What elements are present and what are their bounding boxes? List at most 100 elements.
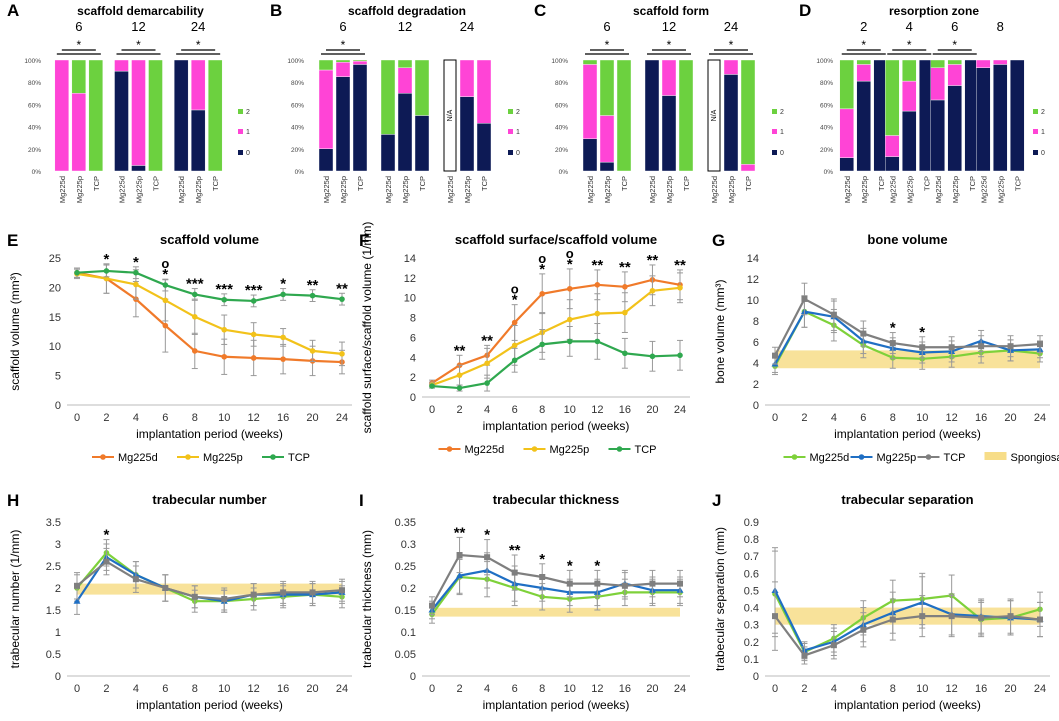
- significance-star: *: [919, 324, 925, 341]
- legend-swatch-0: [238, 150, 243, 155]
- significance-star: **: [591, 257, 603, 274]
- ytick-label: 20%: [291, 147, 304, 154]
- sig-star: *: [76, 38, 81, 52]
- group-label: 2: [860, 19, 867, 34]
- xtick-label: 12: [248, 412, 260, 424]
- bar-segment-2: [71, 59, 87, 94]
- xtick-label: 2: [801, 683, 807, 695]
- legend-label-Mg225d: Mg225d: [118, 452, 158, 464]
- xtick-label: 16: [619, 683, 631, 695]
- point-TCP: [339, 296, 345, 302]
- point-TCP: [1007, 613, 1014, 620]
- x-axis-title: implantation period (weeks): [136, 698, 283, 712]
- bar-segment-0: [856, 80, 871, 172]
- category-label: TCP: [152, 176, 161, 191]
- xtick-label: 4: [484, 683, 490, 695]
- xtick-label: 0: [772, 683, 778, 695]
- significance-star: *: [539, 551, 545, 568]
- x-axis-title: implantation period (weeks): [136, 427, 283, 441]
- panel-letter-D: D: [799, 1, 811, 20]
- panel-letter-E: E: [7, 231, 18, 250]
- ytick-label: 0: [55, 671, 61, 683]
- category-label: Mg225d: [586, 176, 595, 203]
- group-label: 24: [460, 19, 474, 34]
- point-Mg225d: [250, 355, 257, 361]
- ytick-label: 10: [747, 295, 759, 307]
- bar-segment-0: [459, 96, 475, 172]
- point-Mg225d: [539, 290, 546, 297]
- bar-segment-0: [414, 115, 430, 172]
- point-TCP: [830, 311, 837, 318]
- category-label: Mg225d: [322, 176, 331, 203]
- spongiosa-band: [775, 607, 1040, 625]
- panel-letter-I: I: [359, 491, 364, 510]
- point-Mg225p: [162, 297, 169, 304]
- point-TCP: [889, 340, 896, 347]
- bar-segment-2: [582, 59, 598, 65]
- bar-segment-1: [839, 108, 854, 158]
- point-Mg225d: [162, 322, 169, 329]
- xtick-label: 6: [860, 683, 866, 695]
- bar-segment-0: [582, 138, 598, 172]
- series-line-TCP: [76, 560, 343, 601]
- point-TCP: [801, 295, 808, 302]
- point-Mg225p: [309, 348, 316, 354]
- point-TCP: [919, 613, 926, 620]
- xtick-label: 24: [336, 412, 348, 424]
- series-line-Mg225d: [774, 310, 1041, 367]
- significance-star: ***: [215, 281, 233, 298]
- bar-segment-2: [902, 59, 917, 82]
- series-line-TCP: [431, 553, 680, 607]
- series-line-Mg225d: [431, 278, 681, 385]
- bar-segment-2: [148, 59, 163, 172]
- series-line-Mg225d: [431, 575, 680, 616]
- significance-mark: o: [566, 246, 574, 261]
- ytick-label: 2.5: [46, 561, 61, 573]
- group-label: 24: [724, 19, 738, 34]
- xtick-label: 20: [306, 412, 318, 424]
- legend-label-0: 0: [246, 150, 250, 157]
- legend-label-1: 1: [246, 129, 250, 136]
- significance-star: ***: [186, 276, 204, 293]
- point-TCP: [978, 614, 985, 621]
- ytick-label: 3.5: [46, 517, 61, 529]
- ytick-label: 0.2: [401, 583, 416, 595]
- point-TCP: [429, 602, 435, 609]
- significance-mark: o: [511, 282, 519, 297]
- bar-segment-1: [723, 59, 739, 75]
- point-Mg225d: [511, 319, 518, 326]
- ytick-label: 12: [747, 274, 759, 286]
- point-Mg225p: [622, 309, 628, 316]
- sig-star: *: [667, 38, 672, 52]
- significance-star: *: [567, 256, 573, 273]
- y-axis-title: bone volume (mm³): [713, 279, 727, 383]
- series-line-Mg225p: [76, 555, 343, 603]
- bar-segment-2: [380, 59, 396, 135]
- ytick-label: 6: [753, 337, 759, 349]
- ytick-label: 2: [410, 372, 416, 384]
- group-label: 6: [339, 19, 346, 34]
- xtick-label: 20: [646, 683, 658, 695]
- legend-marker-TCP: [616, 446, 623, 452]
- point-TCP: [801, 652, 808, 659]
- category-label: TCP: [356, 176, 365, 191]
- point-TCP: [103, 558, 110, 565]
- ytick-label: 60%: [28, 102, 41, 109]
- point-Mg225p: [191, 314, 198, 320]
- xtick-label: 24: [1034, 683, 1046, 695]
- point-TCP: [191, 593, 198, 600]
- point-TCP: [566, 580, 573, 587]
- point-TCP: [622, 350, 628, 357]
- bar-segment-0: [1010, 59, 1025, 172]
- ytick-label: 0.1: [401, 627, 416, 639]
- ytick-label: 60%: [555, 102, 568, 109]
- legend-label-Spongiosa: Spongiosa: [1011, 452, 1059, 464]
- xtick-label: 2: [456, 404, 462, 416]
- series-line-Mg225p: [76, 272, 343, 355]
- point-TCP: [978, 343, 985, 350]
- ytick-label: 14: [747, 253, 759, 265]
- category-label: Mg225d: [648, 176, 657, 203]
- significance-star: **: [647, 252, 659, 269]
- x-axis-title: implantation period (weeks): [483, 419, 630, 433]
